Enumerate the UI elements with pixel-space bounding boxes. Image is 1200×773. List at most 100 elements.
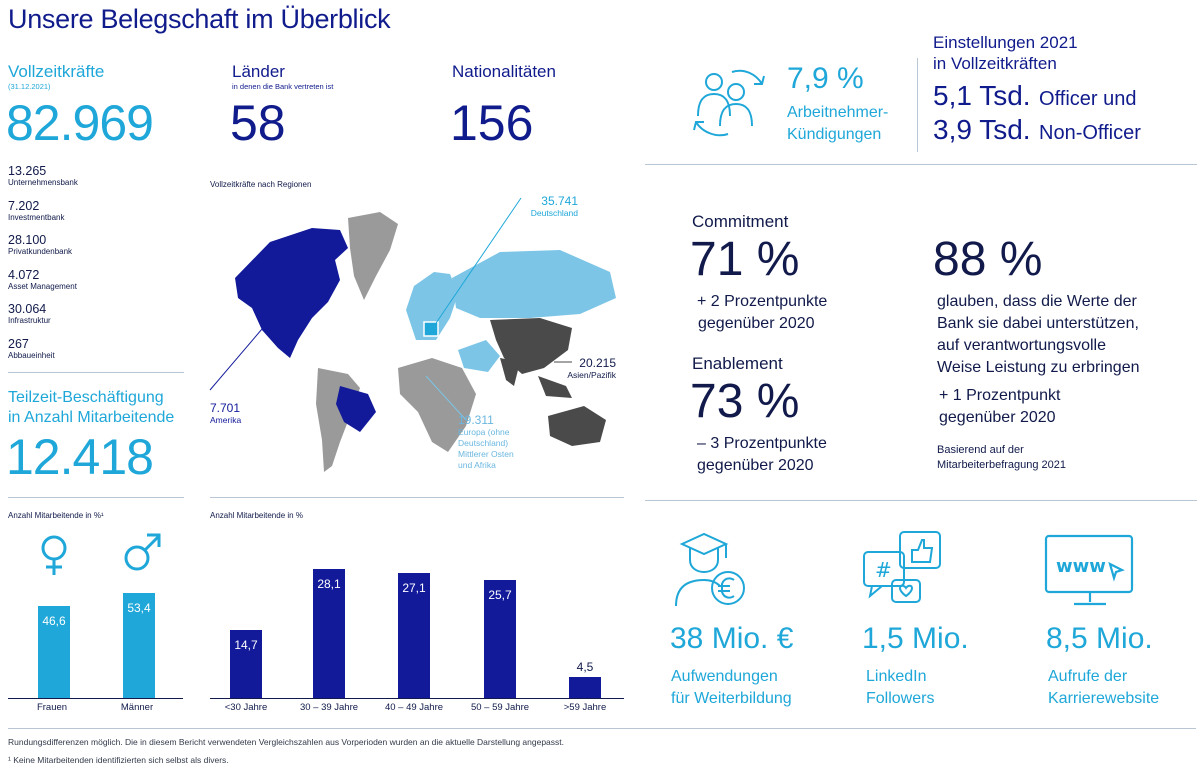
division-item: 267 Abbaueinheit xyxy=(8,337,183,372)
division-item: 4.072 Asset Management xyxy=(8,268,183,303)
countries-label: Länder xyxy=(232,62,285,81)
hires-officer-label: Officer und xyxy=(1039,88,1137,110)
bar-value-label: 53,4 xyxy=(127,601,151,615)
enablement-delta-line1: – 3 Prozentpunkte xyxy=(697,435,827,452)
commitment-delta-line2: gegenüber 2020 xyxy=(698,315,815,332)
division-name: Privatkundenbank xyxy=(8,247,73,256)
values-delta: + 1 Prozentpunkt gegenüber 2020 xyxy=(939,385,1060,429)
gender-chart-title: Anzahl Mitarbeitende in %¹ xyxy=(8,511,104,520)
kpi-career-label: Aufrufe der Karrierewebsite xyxy=(1048,666,1159,710)
values-delta-line2: gegenüber 2020 xyxy=(939,409,1056,426)
kpi-linkedin-value: 1,5 Mio. xyxy=(862,622,969,655)
map-label-emea: 19.311 Europa (ohne Deutschland) Mittler… xyxy=(458,413,530,471)
values-text-line: Bank sie dabei unterstützen, xyxy=(937,315,1139,332)
region-russia xyxy=(452,250,616,318)
page-title: Unsere Belegschaft im Überblick xyxy=(8,4,391,34)
bar-value-label: 25,7 xyxy=(488,588,512,602)
countries-sublabel: in denen die Bank vertreten ist xyxy=(232,82,334,91)
male-symbol-icon xyxy=(124,533,161,571)
region-asia xyxy=(490,318,572,374)
social-media-icon: # xyxy=(863,531,941,603)
hires-nonofficer-label: Non-Officer xyxy=(1039,122,1141,144)
parttime-label: Teilzeit-Beschäftigung in Anzahl Mitarbe… xyxy=(8,388,174,428)
region-name: Amerika xyxy=(210,415,242,425)
www-monitor-icon: www xyxy=(1044,534,1134,606)
svg-text:#: # xyxy=(875,558,892,582)
divider xyxy=(8,372,184,373)
female-symbol-icon xyxy=(41,535,67,575)
map-label-germany: 35.741 Deutschland xyxy=(508,194,578,218)
region-value: 19.311 xyxy=(458,413,494,427)
divider xyxy=(8,497,184,498)
footnote-diverse: ¹ Keine Mitarbeitenden identifizierten s… xyxy=(8,755,229,765)
attrition-label-line2: Kündigungen xyxy=(787,126,882,143)
division-list: 13.265 Unternehmensbank 7.202 Investment… xyxy=(8,164,183,371)
survey-source-line1: Basierend auf der xyxy=(937,444,1024,456)
countries-value: 58 xyxy=(230,95,286,151)
kpi-label-line2: für Weiterbildung xyxy=(671,690,792,707)
values-text-line: Weise Leistung zu erbringen xyxy=(937,359,1140,376)
region-name: Deutschland) xyxy=(458,438,509,448)
region-name: Deutschland xyxy=(530,208,578,218)
attrition-label-line1: Arbeitnehmer- xyxy=(787,104,889,121)
kpi-label-line2: Karrierewebsite xyxy=(1048,690,1160,707)
division-item: 13.265 Unternehmensbank xyxy=(8,164,183,199)
bar-age-4 xyxy=(484,580,516,698)
kpi-training-value: 38 Mio. € xyxy=(670,622,794,655)
region-value: 35.741 xyxy=(541,194,578,208)
region-greenland xyxy=(348,212,398,300)
bar-value-label: 27,1 xyxy=(402,581,426,595)
parttime-value: 12.418 xyxy=(6,429,154,485)
region-value: 7.701 xyxy=(210,401,241,415)
hires-nonofficer: 3,9 Tsd. Non-Officer xyxy=(933,114,1141,146)
bar-value-label: 46,6 xyxy=(42,614,66,628)
values-delta-line1: + 1 Prozentpunkt xyxy=(939,387,1061,404)
fte-date: (31.12.2021) xyxy=(8,82,51,91)
gender-axis-label: Frauen xyxy=(36,702,68,713)
divider xyxy=(917,58,918,152)
region-brazil xyxy=(336,386,376,432)
division-item: 28.100 Privatkundenbank xyxy=(8,233,183,268)
division-value: 4.072 xyxy=(8,267,40,282)
age-chart-title: Anzahl Mitarbeitende in % xyxy=(210,511,303,520)
enablement-delta-line2: gegenüber 2020 xyxy=(697,457,814,474)
commitment-delta-line1: + 2 Prozentpunkte xyxy=(697,293,828,310)
attrition-value: 7,9 % xyxy=(787,62,864,95)
map-label-asia: 20.215 Asien/Pazifik xyxy=(560,356,616,380)
age-axis-label: 40 – 49 Jahre xyxy=(384,702,444,713)
division-name: Abbaueinheit xyxy=(8,350,55,360)
map-label-americas: 7.701 Amerika xyxy=(210,401,241,425)
region-north-america xyxy=(235,228,348,358)
values-text-line: auf verantwortungsvolle xyxy=(937,337,1106,354)
parttime-label-line2: in Anzahl Mitarbeitende xyxy=(8,409,175,426)
survey-source: Basierend auf der Mitarbeiterbefragung 2… xyxy=(937,443,1066,473)
division-item: 30.064 Infrastruktur xyxy=(8,302,183,337)
division-value: 267 xyxy=(8,336,29,351)
region-india xyxy=(500,358,520,386)
gender-axis-label: Männer xyxy=(120,702,154,713)
gender-axis xyxy=(8,698,183,699)
hires-title: Einstellungen 2021 in Vollzeitkräften xyxy=(933,32,1078,74)
hires-nonofficer-value: 3,9 Tsd. xyxy=(933,114,1031,145)
bar-frauen: 46,6 xyxy=(38,606,70,698)
region-name: und Afrika xyxy=(458,460,496,470)
nationalities-label: Nationalitäten xyxy=(452,62,556,81)
region-australia xyxy=(548,406,606,446)
nationalities-value: 156 xyxy=(450,95,534,151)
division-name: Asset Management xyxy=(8,281,77,291)
division-item: 7.202 Investmentbank xyxy=(8,199,183,234)
divider xyxy=(645,164,1197,165)
bar-age-1 xyxy=(230,630,262,698)
division-value: 7.202 xyxy=(8,198,40,213)
commitment-delta: + 2 Prozentpunkte gegenüber 2020 xyxy=(697,291,827,335)
age-axis-label: 50 – 59 Jahre xyxy=(470,702,530,713)
bar-maenner: 53,4 xyxy=(123,593,155,698)
fte-total: 82.969 xyxy=(6,95,154,151)
kpi-label-line2: Followers xyxy=(866,690,935,707)
division-name: Investmentbank xyxy=(8,212,65,222)
division-value: 30.064 xyxy=(8,302,47,316)
gender-bars: 46,6 53,4 xyxy=(8,580,183,698)
bar-age-2 xyxy=(313,569,345,698)
region-name: Asien/Pazifik xyxy=(567,370,616,380)
enablement-delta: – 3 Prozentpunkte gegenüber 2020 xyxy=(697,433,827,477)
